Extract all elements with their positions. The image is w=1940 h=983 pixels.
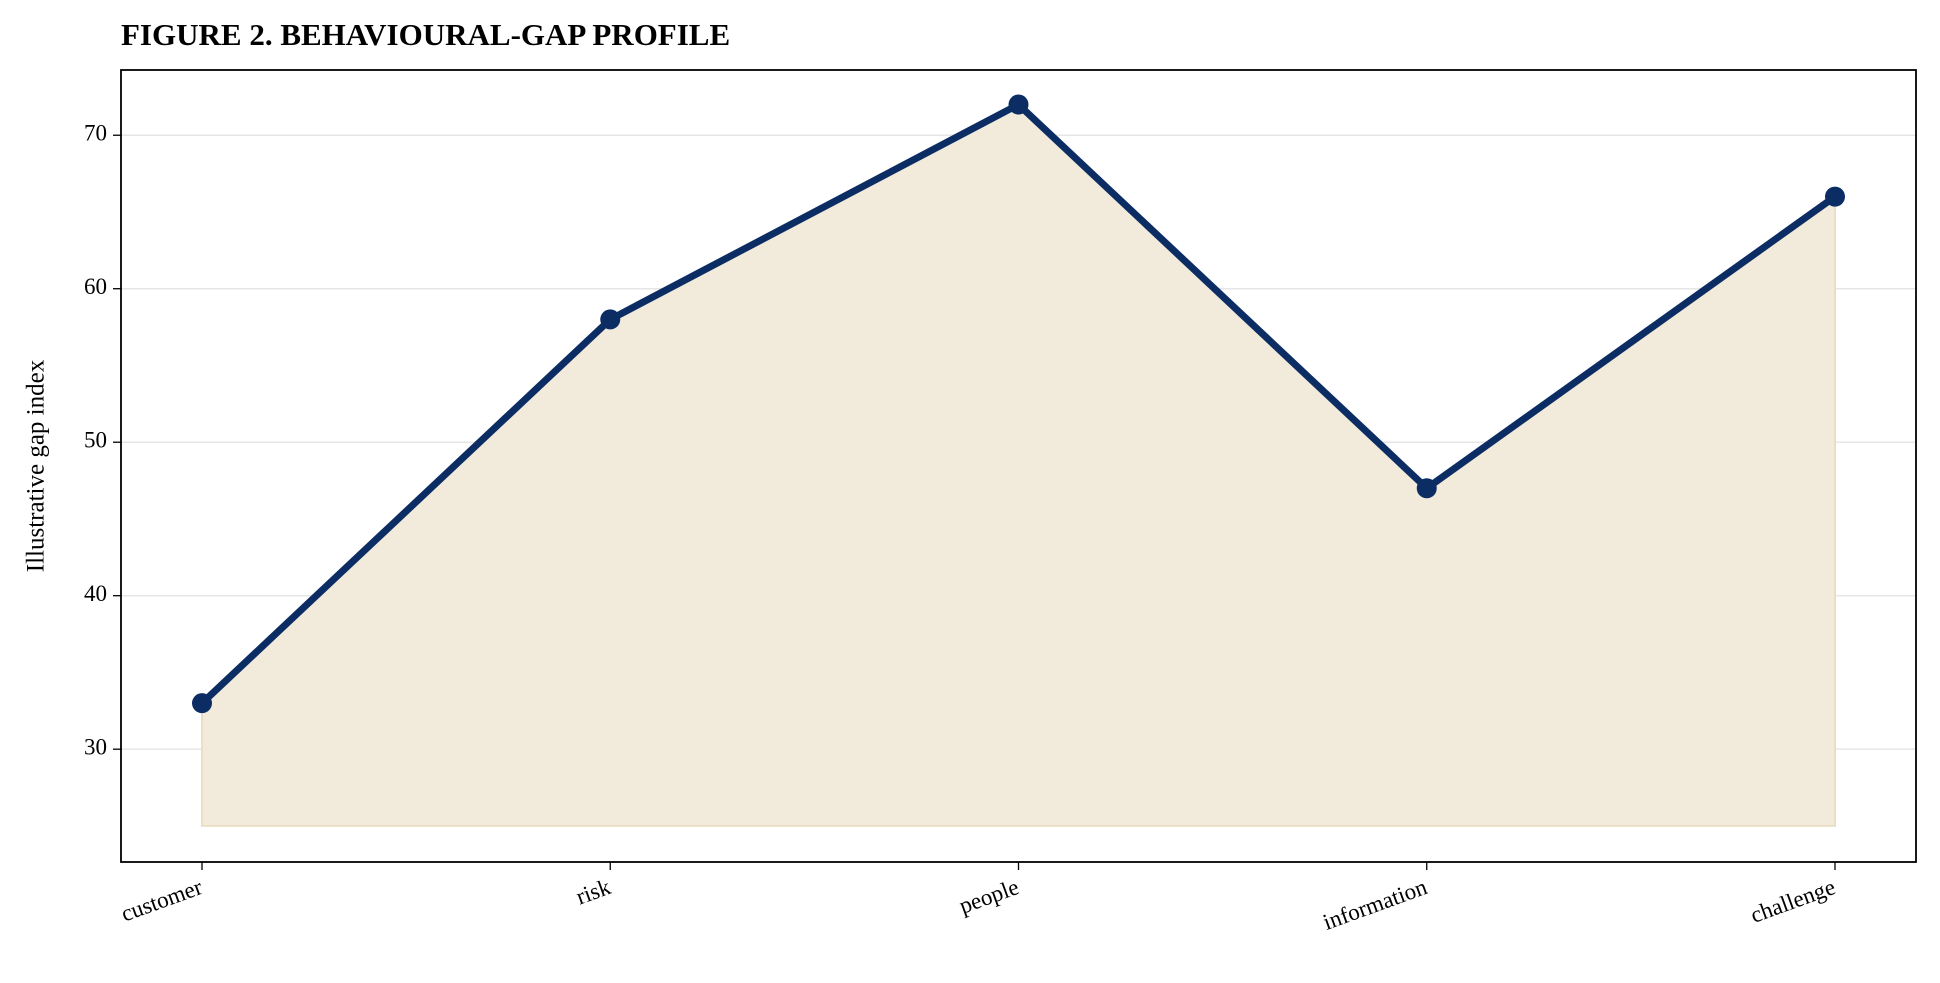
y-tick-label: 50	[84, 427, 107, 452]
point	[1416, 478, 1437, 499]
x-tick-label: information	[1320, 874, 1431, 935]
point	[192, 693, 212, 714]
point	[1008, 94, 1029, 115]
y-axis-label: Illustrative gap index	[23, 359, 50, 572]
y-tick-label: 30	[84, 734, 107, 759]
x-tick-label: people	[956, 874, 1022, 918]
point	[1825, 186, 1845, 207]
y-tick-label: 60	[84, 274, 107, 299]
y-tick-label: 40	[84, 581, 107, 606]
y-tick-label: 70	[84, 121, 107, 146]
area	[201, 103, 1836, 827]
x-tick-label: customer	[118, 874, 206, 926]
x-tick-label: risk	[573, 874, 614, 909]
point	[600, 309, 621, 330]
chart-title: FIGURE 2. BEHAVIOURAL-GAP PROFILE	[121, 17, 730, 52]
x-tick-label: challenge	[1747, 874, 1838, 928]
